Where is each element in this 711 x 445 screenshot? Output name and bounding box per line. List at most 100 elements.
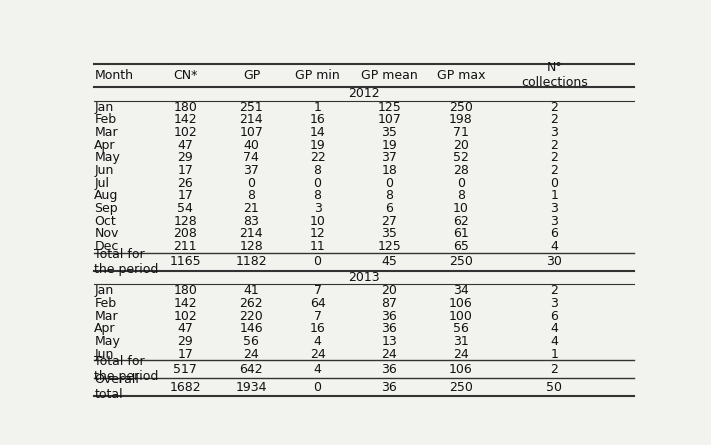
Text: 1182: 1182	[235, 255, 267, 268]
Text: Aug: Aug	[95, 189, 119, 202]
Text: Month: Month	[95, 69, 134, 82]
Text: 47: 47	[177, 322, 193, 335]
Text: 4: 4	[550, 240, 558, 253]
Text: 142: 142	[173, 113, 197, 126]
Text: 24: 24	[453, 348, 469, 360]
Text: 87: 87	[381, 297, 397, 310]
Text: 2: 2	[550, 363, 558, 376]
Text: 2: 2	[550, 138, 558, 152]
Text: 128: 128	[173, 214, 197, 228]
Text: 50: 50	[547, 380, 562, 394]
Text: 2: 2	[550, 151, 558, 164]
Text: GP min: GP min	[295, 69, 340, 82]
Text: GP max: GP max	[437, 69, 485, 82]
Text: Apr: Apr	[95, 322, 116, 335]
Text: 8: 8	[456, 189, 465, 202]
Text: 11: 11	[310, 240, 326, 253]
Text: 3: 3	[550, 297, 558, 310]
Text: 19: 19	[310, 138, 326, 152]
Text: 250: 250	[449, 380, 473, 394]
Text: 214: 214	[240, 227, 263, 240]
Text: 36: 36	[381, 380, 397, 394]
Text: 27: 27	[381, 214, 397, 228]
Text: 18: 18	[381, 164, 397, 177]
Text: 54: 54	[177, 202, 193, 215]
Text: 2: 2	[550, 101, 558, 113]
Text: 41: 41	[244, 284, 260, 297]
Text: 17: 17	[177, 189, 193, 202]
Text: 4: 4	[314, 363, 321, 376]
Text: Total for
the period: Total for the period	[95, 248, 159, 276]
Text: Oct: Oct	[95, 214, 116, 228]
Text: 35: 35	[381, 227, 397, 240]
Text: 198: 198	[449, 113, 473, 126]
Text: 251: 251	[240, 101, 263, 113]
Text: 125: 125	[378, 240, 401, 253]
Text: 56: 56	[243, 335, 260, 348]
Text: 0: 0	[456, 177, 465, 190]
Text: 220: 220	[240, 310, 263, 323]
Text: Feb: Feb	[95, 113, 117, 126]
Text: 3: 3	[314, 202, 321, 215]
Text: Jul: Jul	[95, 177, 109, 190]
Text: Dec: Dec	[95, 240, 119, 253]
Text: 61: 61	[453, 227, 469, 240]
Text: 65: 65	[453, 240, 469, 253]
Text: 37: 37	[381, 151, 397, 164]
Text: 40: 40	[243, 138, 260, 152]
Text: 3: 3	[550, 126, 558, 139]
Text: CN*: CN*	[173, 69, 198, 82]
Text: N°
collections: N° collections	[521, 61, 588, 89]
Text: 47: 47	[177, 138, 193, 152]
Text: 250: 250	[449, 255, 473, 268]
Text: 4: 4	[550, 335, 558, 348]
Text: 214: 214	[240, 113, 263, 126]
Text: 1: 1	[550, 189, 558, 202]
Text: 22: 22	[310, 151, 326, 164]
Text: 19: 19	[381, 138, 397, 152]
Text: 37: 37	[243, 164, 260, 177]
Text: 36: 36	[381, 363, 397, 376]
Text: 0: 0	[247, 177, 255, 190]
Text: 0: 0	[385, 177, 393, 190]
Text: 2013: 2013	[348, 271, 380, 284]
Text: 0: 0	[314, 380, 321, 394]
Text: 6: 6	[550, 227, 558, 240]
Text: 20: 20	[453, 138, 469, 152]
Text: 35: 35	[381, 126, 397, 139]
Text: 29: 29	[178, 335, 193, 348]
Text: 3: 3	[550, 202, 558, 215]
Text: Jun: Jun	[95, 348, 114, 360]
Text: 10: 10	[309, 214, 326, 228]
Text: 7: 7	[314, 284, 321, 297]
Text: Apr: Apr	[95, 138, 116, 152]
Text: 10: 10	[453, 202, 469, 215]
Text: 3: 3	[550, 214, 558, 228]
Text: 24: 24	[244, 348, 260, 360]
Text: 17: 17	[177, 164, 193, 177]
Text: Mar: Mar	[95, 126, 118, 139]
Text: 21: 21	[244, 202, 260, 215]
Text: 7: 7	[314, 310, 321, 323]
Text: 36: 36	[381, 322, 397, 335]
Text: 30: 30	[547, 255, 562, 268]
Text: 8: 8	[247, 189, 255, 202]
Text: 64: 64	[310, 297, 326, 310]
Text: 62: 62	[453, 214, 469, 228]
Text: 24: 24	[310, 348, 326, 360]
Text: 0: 0	[550, 177, 559, 190]
Text: 29: 29	[178, 151, 193, 164]
Text: 1682: 1682	[169, 380, 201, 394]
Text: 24: 24	[381, 348, 397, 360]
Text: 52: 52	[453, 151, 469, 164]
Text: 106: 106	[449, 297, 473, 310]
Text: 0: 0	[314, 177, 321, 190]
Text: 106: 106	[449, 363, 473, 376]
Text: 180: 180	[173, 284, 197, 297]
Text: 6: 6	[385, 202, 393, 215]
Text: 8: 8	[314, 189, 321, 202]
Text: 208: 208	[173, 227, 197, 240]
Text: 2: 2	[550, 164, 558, 177]
Text: 142: 142	[173, 297, 197, 310]
Text: 125: 125	[378, 101, 401, 113]
